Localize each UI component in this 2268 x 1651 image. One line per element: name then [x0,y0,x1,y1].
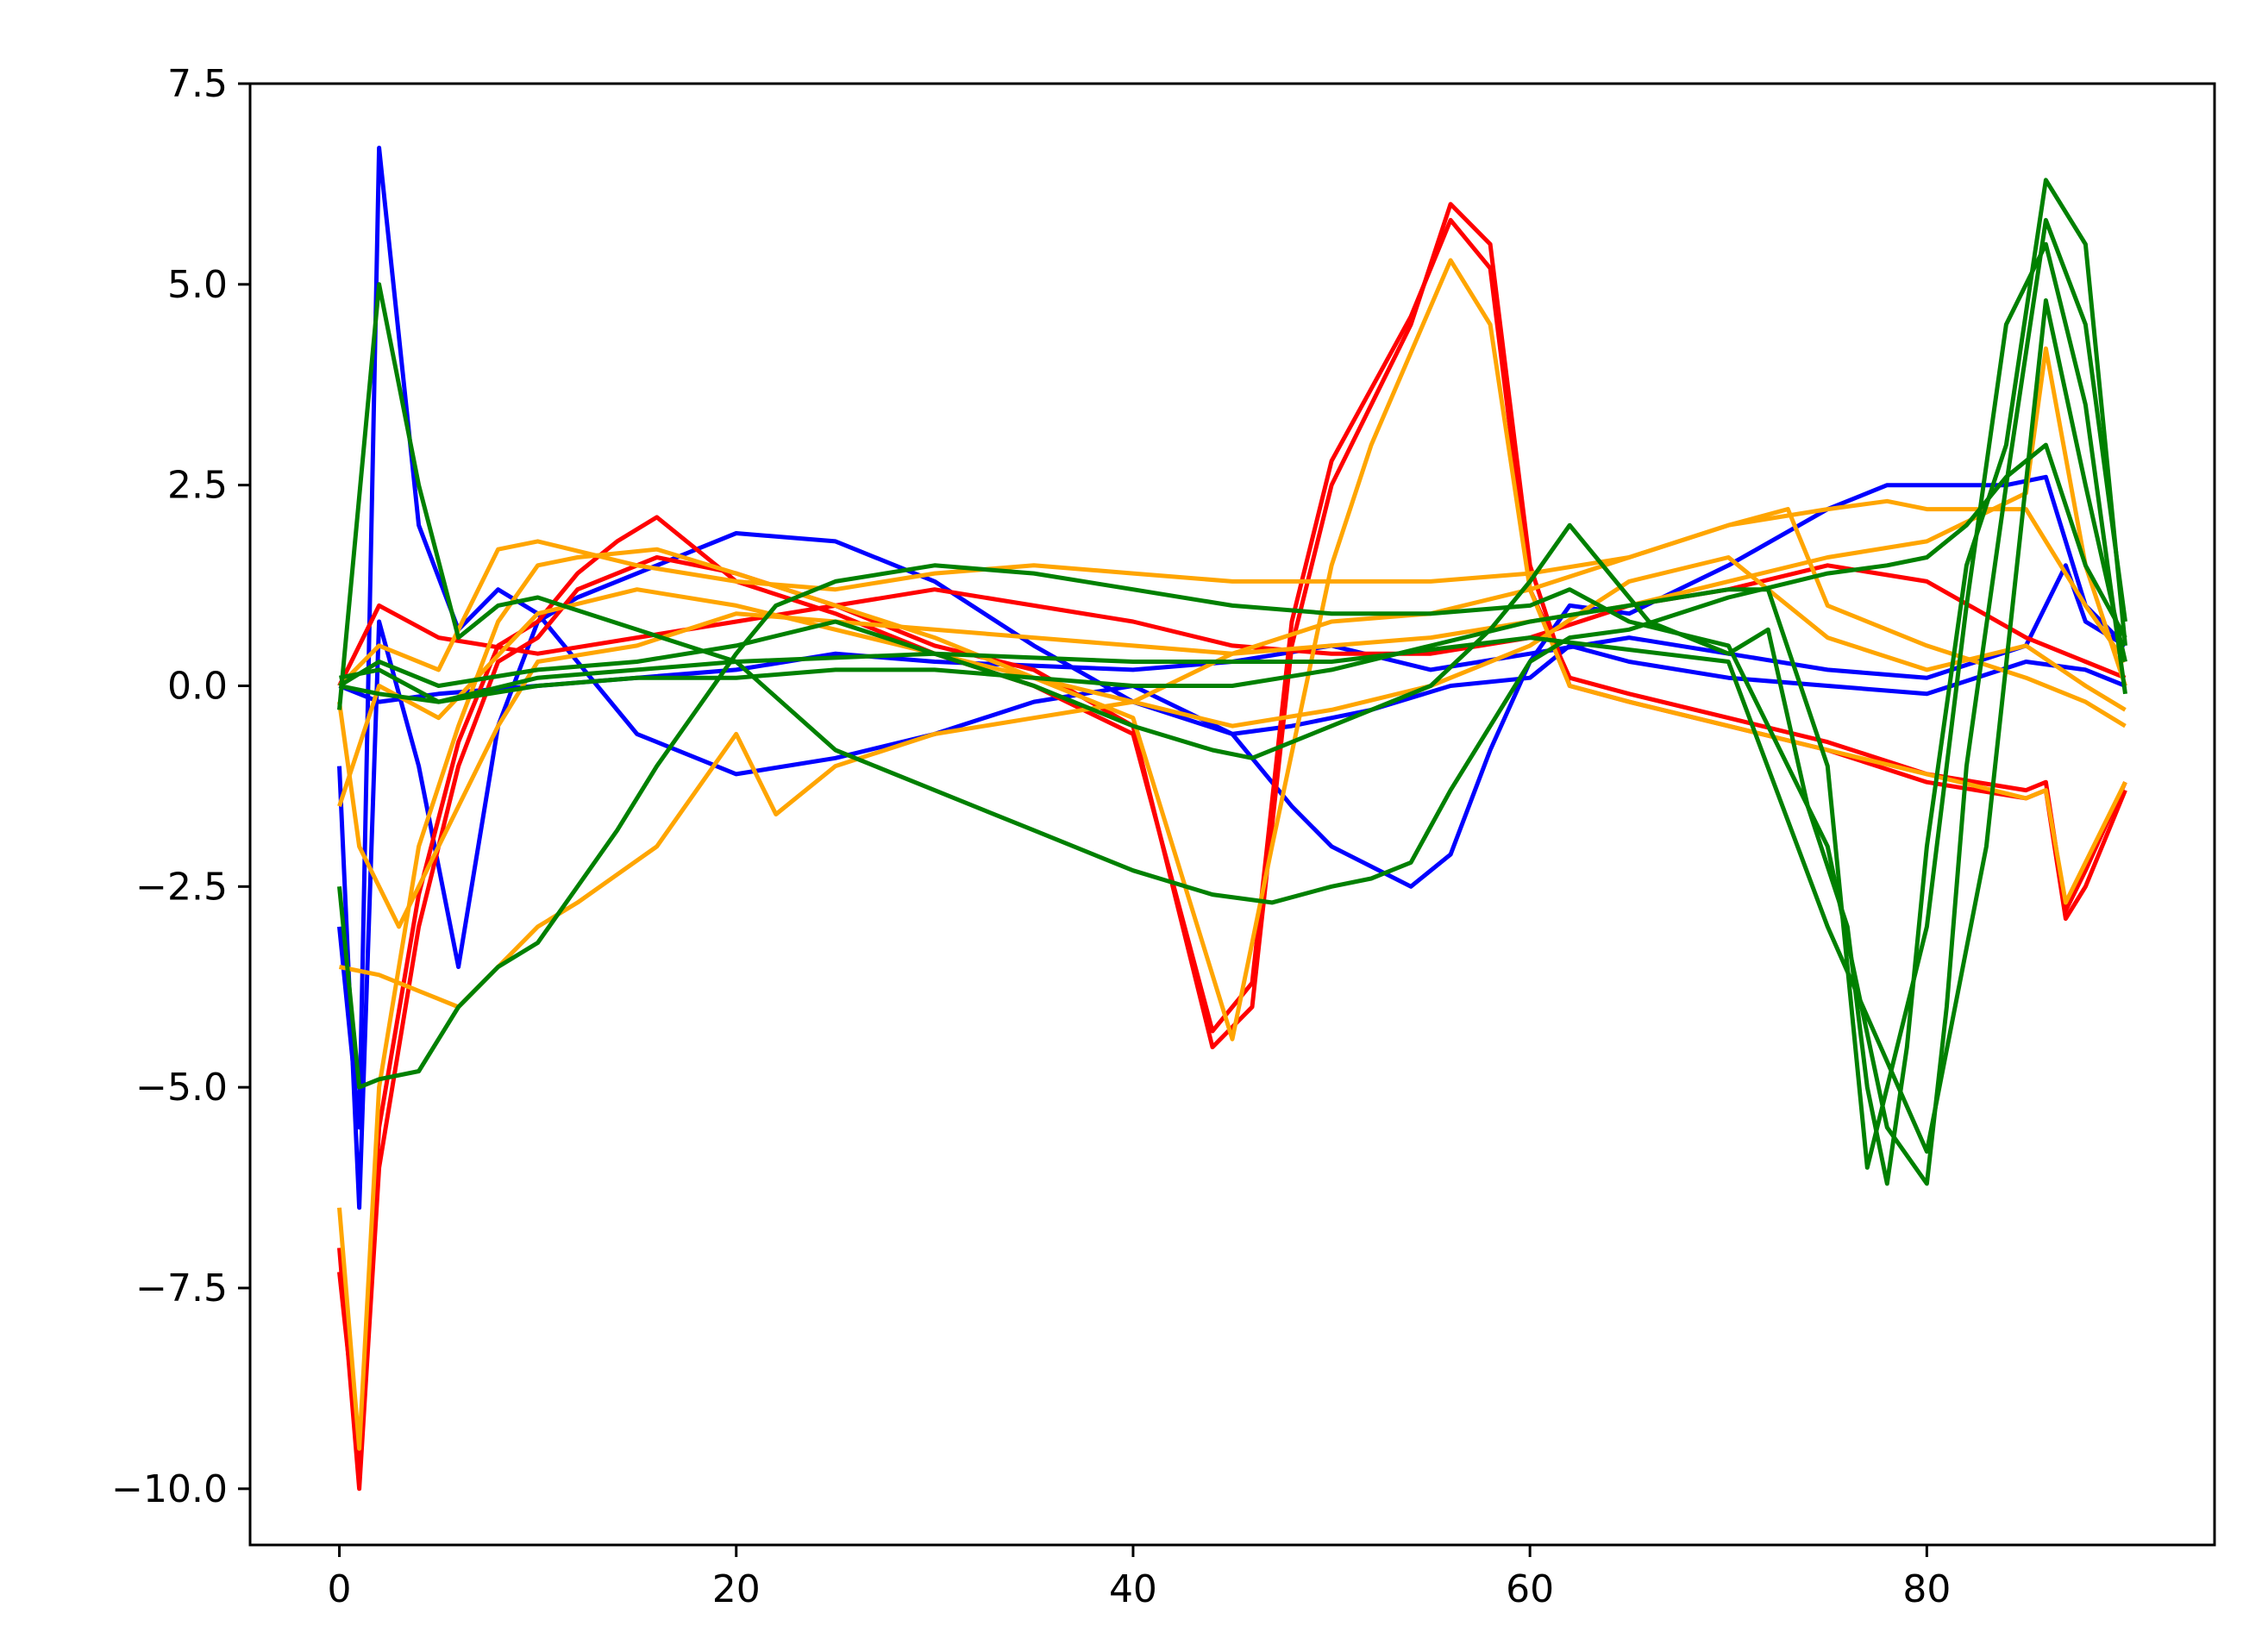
series-line-8 [339,507,2127,1010]
series-line-16 [339,298,2127,1154]
y-axis: 7.5 5.0 2.5 0.0 −2.5 −5.0 −7.5 −10.0 [111,62,250,1511]
series-line-12 [337,282,2127,905]
series-line-10 [337,346,2127,929]
y-tick-label: 2.5 [167,464,228,508]
series-line-15 [339,241,2127,1170]
series-line-4 [337,202,2127,1492]
x-axis: 0 20 40 60 80 [328,1545,1951,1611]
y-tick-label: −10.0 [111,1467,228,1511]
series-line-9 [337,498,2127,688]
series-line-2 [337,531,2127,1210]
y-tick-label: −5.0 [135,1066,228,1110]
series-layer [337,146,2127,1492]
y-tick-label: 7.5 [167,62,228,106]
series-line-5 [337,217,2127,1460]
series-line-1 [337,146,2127,1130]
series-line-13 [338,178,2127,1186]
series-line-7 [337,258,2127,1451]
plot-frame [248,82,2216,1547]
y-tick-label: 0.0 [167,664,228,708]
x-tick-label: 0 [328,1567,352,1611]
x-tick-label: 80 [1902,1567,1951,1611]
series-line-14 [337,217,2127,1186]
y-tick-label: −2.5 [135,865,228,909]
x-tick-label: 40 [1109,1567,1157,1611]
x-tick-label: 20 [712,1567,761,1611]
x-tick-label: 60 [1506,1567,1554,1611]
series-line-11 [337,555,2127,807]
y-tick-label: 5.0 [167,263,228,307]
y-tick-label: −7.5 [135,1266,228,1310]
